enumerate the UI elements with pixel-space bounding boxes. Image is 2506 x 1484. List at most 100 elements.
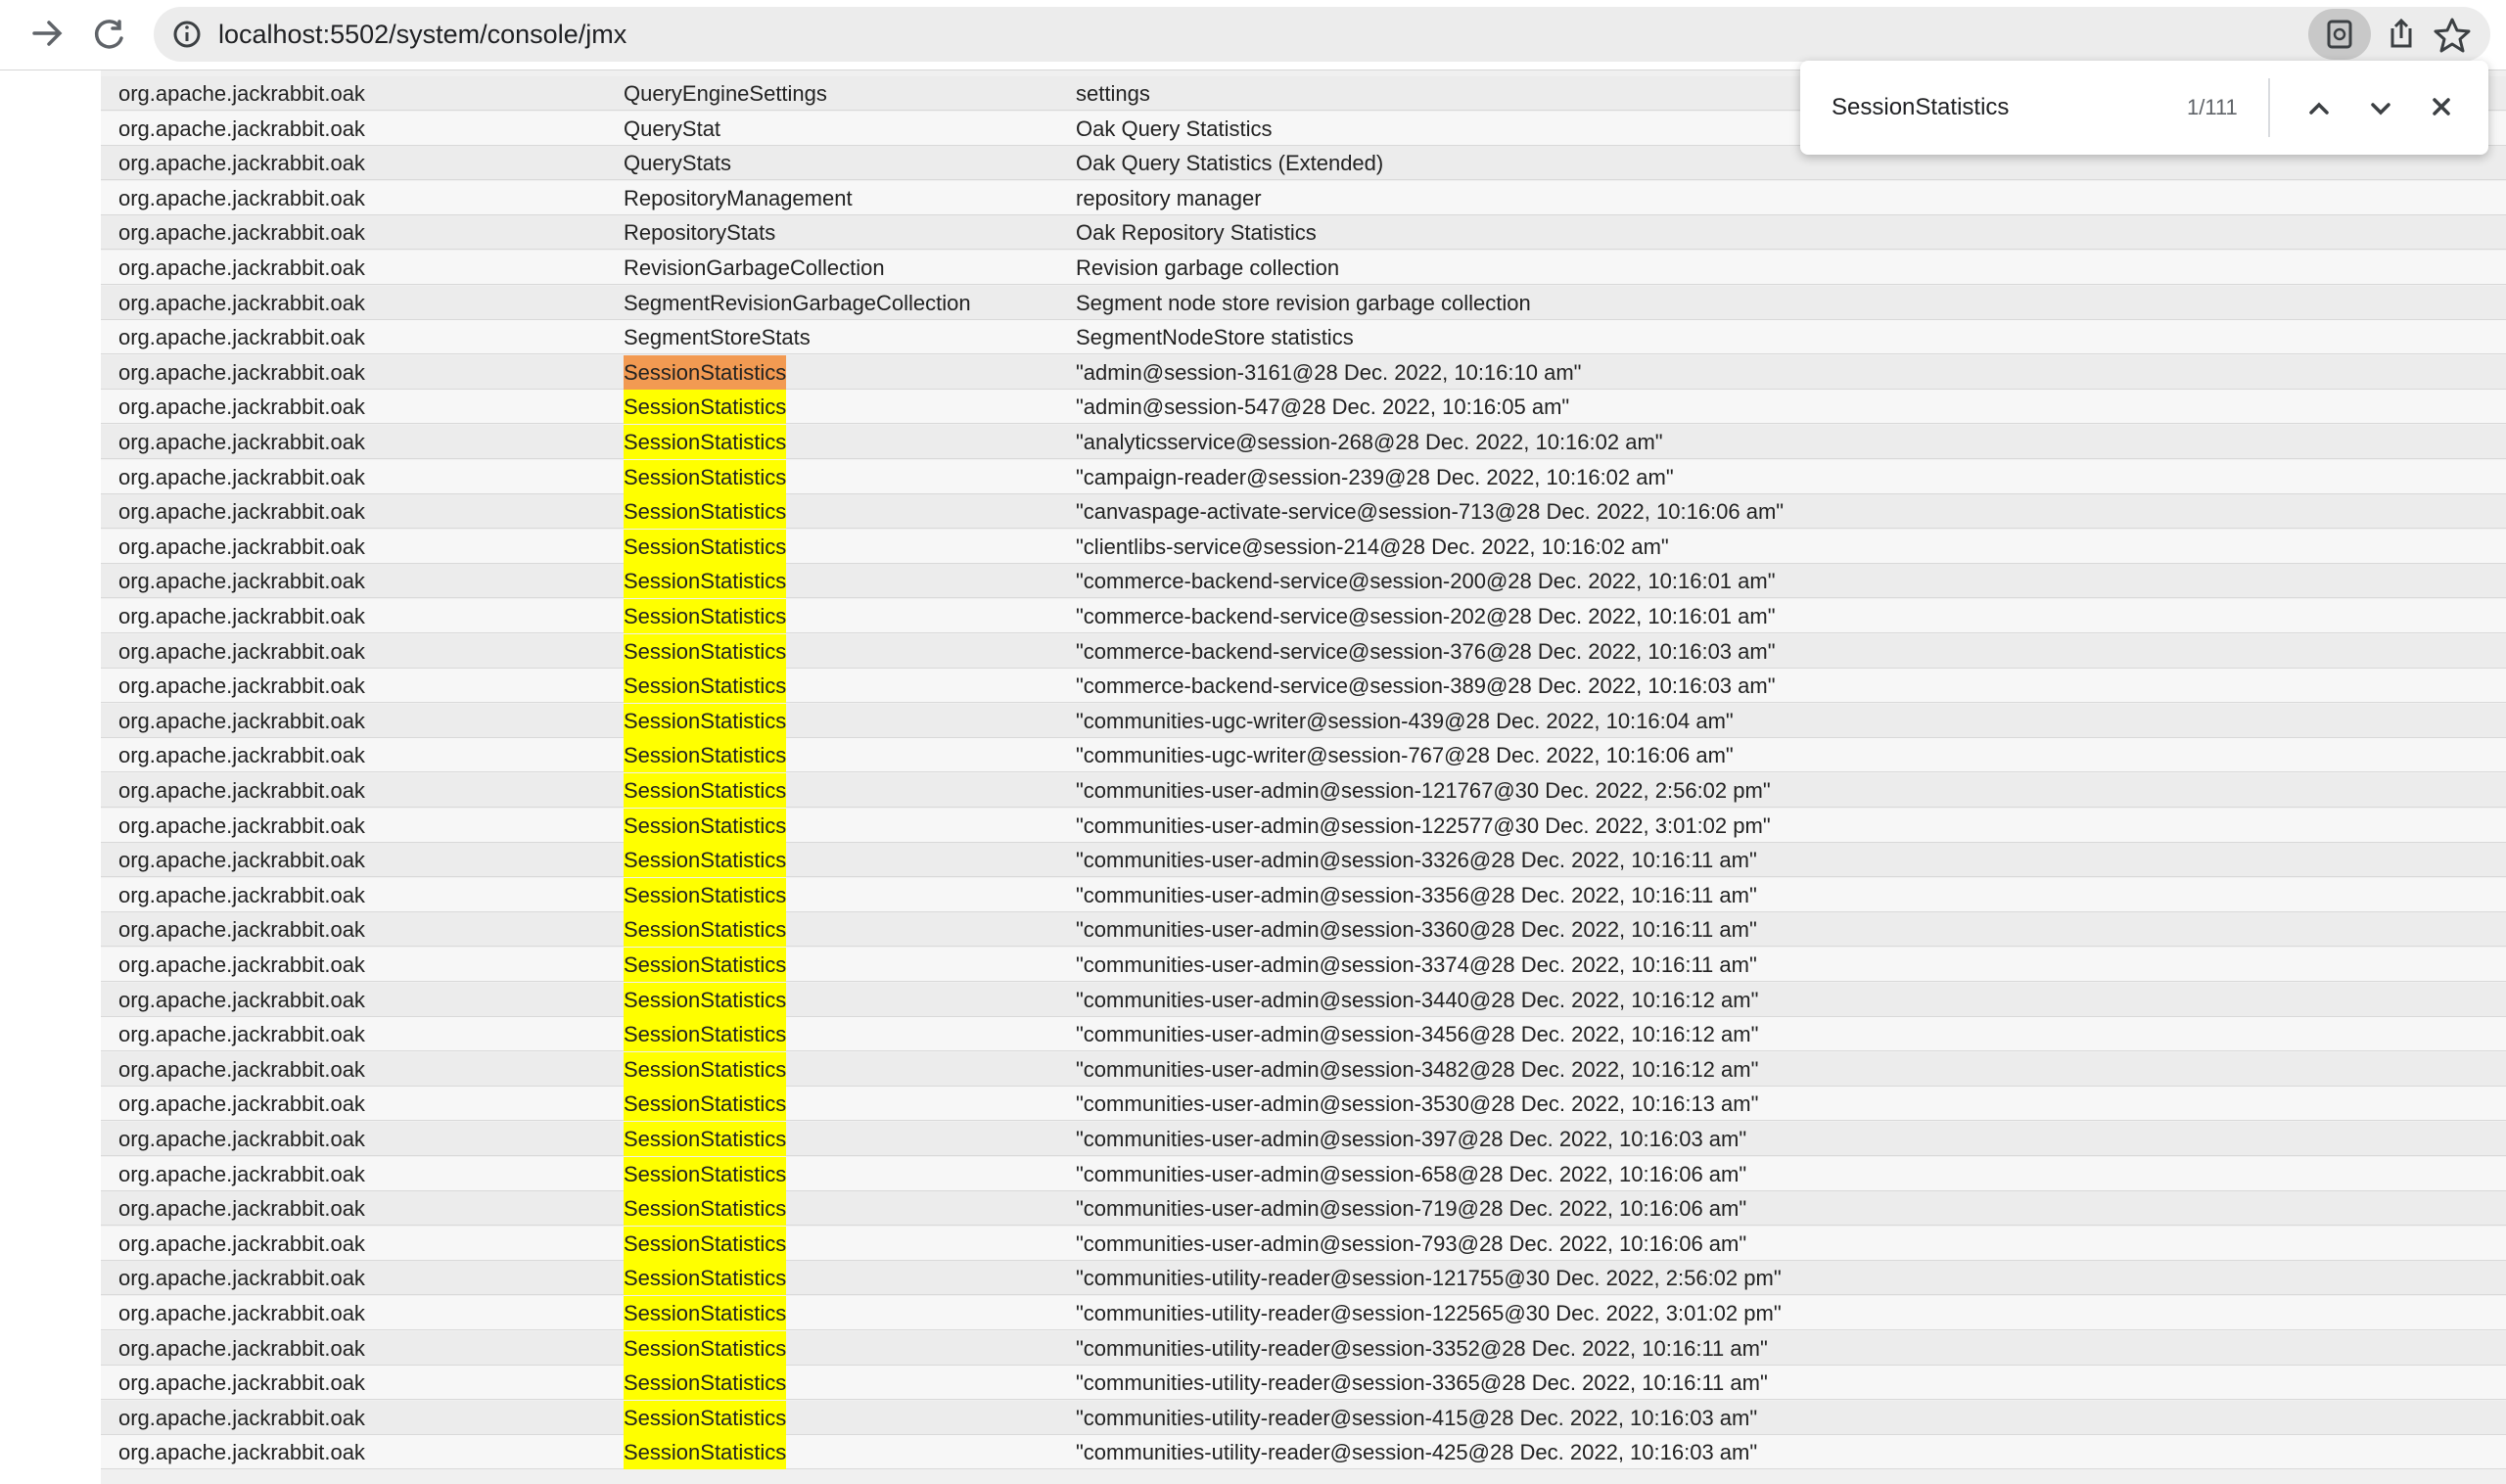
table-row[interactable]: org.apache.jackrabbit.oak SessionStatisti… — [101, 1191, 2506, 1227]
find-count: 1/111 — [2187, 95, 2238, 119]
site-info-icon[interactable] — [171, 7, 210, 62]
find-icon[interactable] — [2327, 20, 2352, 49]
table-row[interactable]: org.apache.jackrabbit.oak SessionStatisti… — [101, 494, 2506, 530]
table-row[interactable]: org.apache.jackrabbit.oak SessionStatisti… — [101, 773, 2506, 808]
name-cell: "communities-user-admin@session-3530@28 … — [1076, 1091, 1759, 1117]
find-controls — [2268, 78, 2450, 137]
table-row[interactable]: org.apache.jackrabbit.oak SessionStatisti… — [101, 1400, 2506, 1435]
domain-cell: org.apache.jackrabbit.oak — [118, 708, 365, 733]
domain-cell: org.apache.jackrabbit.oak — [118, 987, 365, 1012]
domain-cell: org.apache.jackrabbit.oak — [118, 848, 365, 873]
table-row[interactable]: org.apache.jackrabbit.oak SessionStatisti… — [101, 1226, 2506, 1261]
table-row[interactable]: org.apache.jackrabbit.oak SessionStatisti… — [101, 1261, 2506, 1296]
table-row[interactable]: org.apache.jackrabbit.oak SessionStatisti… — [101, 354, 2506, 390]
forward-button[interactable] — [32, 21, 63, 46]
address-bar[interactable]: localhost:5502/system/console/jmx — [154, 7, 2490, 62]
table-row[interactable]: org.apache.jackrabbit.oak SessionStatisti… — [101, 1296, 2506, 1330]
name-cell: Segment node store revision garbage coll… — [1076, 290, 1531, 315]
name-cell: Revision garbage collection — [1076, 255, 1340, 280]
table-row[interactable]: org.apache.jackrabbit.oak SessionStatisti… — [101, 1087, 2506, 1122]
type-cell: SessionStatistics — [624, 633, 787, 669]
table-row[interactable]: org.apache.jackrabbit.oak RevisionGarbage… — [101, 251, 2506, 285]
table-row[interactable]: org.apache.jackrabbit.oak SessionStatisti… — [101, 1435, 2506, 1470]
table-row[interactable]: org.apache.jackrabbit.oak SessionStatisti… — [101, 703, 2506, 738]
find-query[interactable]: SessionStatistics — [1832, 94, 2010, 120]
name-cell: "communities-utility-reader@session-1225… — [1076, 1301, 1782, 1325]
domain-cell: org.apache.jackrabbit.oak — [118, 255, 365, 280]
table-row[interactable]: org.apache.jackrabbit.oak SessionStatisti… — [101, 1017, 2506, 1052]
type-cell: SessionStatistics — [624, 1191, 787, 1227]
table-row[interactable]: org.apache.jackrabbit.oak SessionStatisti… — [101, 1051, 2506, 1087]
name-cell: "communities-utility-reader@session-3365… — [1076, 1370, 1768, 1396]
table-row[interactable]: org.apache.jackrabbit.oak SessionStatisti… — [101, 669, 2506, 704]
table-row[interactable]: org.apache.jackrabbit.oak RepositoryStats… — [101, 215, 2506, 251]
domain-cell: org.apache.jackrabbit.oak — [118, 604, 365, 628]
domain-cell: org.apache.jackrabbit.oak — [118, 1196, 365, 1222]
domain-cell: org.apache.jackrabbit.oak — [118, 1091, 365, 1117]
type-cell: SessionStatistics — [624, 843, 787, 878]
table-row[interactable]: org.apache.jackrabbit.oak SessionStatisti… — [101, 425, 2506, 459]
table-row[interactable]: org.apache.jackrabbit.oak SessionStatisti… — [101, 843, 2506, 878]
name-cell: "campaign-reader@session-239@28 Dec. 202… — [1076, 464, 1674, 489]
domain-cell: org.apache.jackrabbit.oak — [118, 185, 365, 210]
type-cell: SessionStatistics — [624, 773, 787, 808]
table-row[interactable]: org.apache.jackrabbit.oak SessionStatisti… — [101, 982, 2506, 1017]
name-cell: "commerce-backend-service@session-202@28… — [1076, 604, 1776, 628]
table-row[interactable]: org.apache.jackrabbit.oak SessionStatisti… — [101, 738, 2506, 773]
table-row[interactable]: org.apache.jackrabbit.oak SessionStatisti… — [101, 912, 2506, 948]
domain-cell: org.apache.jackrabbit.oak — [118, 290, 365, 315]
find-icon-bg — [2308, 9, 2371, 60]
type-cell: SessionStatistics — [624, 390, 787, 425]
type-cell: SessionStatistics — [624, 494, 787, 530]
table-row[interactable]: org.apache.jackrabbit.oak SegmentRevision… — [101, 285, 2506, 320]
table-row[interactable]: org.apache.jackrabbit.oak SessionStatisti… — [101, 1366, 2506, 1401]
name-cell: "communities-user-admin@session-3326@28 … — [1076, 848, 1757, 873]
share-icon[interactable] — [2390, 18, 2412, 48]
name-cell: "communities-user-admin@session-658@28 D… — [1076, 1161, 1747, 1186]
type-cell: RepositoryStats — [624, 220, 776, 246]
domain-cell: org.apache.jackrabbit.oak — [118, 812, 365, 838]
reload-button[interactable] — [94, 20, 123, 49]
name-cell: "communities-user-admin@session-121767@3… — [1076, 778, 1771, 803]
find-bar: SessionStatistics 1/111 — [1800, 61, 2488, 155]
table-row[interactable]: org.apache.jackrabbit.oak SessionStatisti… — [101, 877, 2506, 912]
table-row[interactable]: org.apache.jackrabbit.oak SessionStatisti… — [101, 948, 2506, 982]
table-row[interactable]: org.apache.jackrabbit.oak RepositoryManag… — [101, 180, 2506, 215]
table-row[interactable]: org.apache.jackrabbit.oak SessionStatisti… — [101, 1122, 2506, 1156]
name-cell: "communities-ugc-writer@session-767@28 D… — [1076, 743, 1734, 768]
close-find[interactable] — [2433, 98, 2450, 116]
nav-icons — [32, 20, 123, 49]
table-row[interactable]: org.apache.jackrabbit.oak SessionStatisti… — [101, 459, 2506, 494]
table-row[interactable]: org.apache.jackrabbit.oak SegmentStoreSta… — [101, 320, 2506, 355]
bookmark-icon[interactable] — [2434, 18, 2471, 53]
name-cell: settings — [1076, 81, 1150, 106]
table-row[interactable]: org.apache.jackrabbit.oak SessionStatisti… — [101, 808, 2506, 843]
type-cell: SessionStatistics — [624, 1330, 787, 1366]
name-cell: "communities-user-admin@session-3456@28 … — [1076, 1022, 1759, 1047]
next-match[interactable] — [2371, 103, 2390, 116]
name-cell: "communities-user-admin@session-793@28 D… — [1076, 1230, 1747, 1256]
previous-match[interactable] — [2309, 102, 2329, 115]
table-row[interactable]: org.apache.jackrabbit.oak SessionStatisti… — [101, 529, 2506, 564]
domain-cell: org.apache.jackrabbit.oak — [118, 151, 365, 176]
table-row[interactable]: org.apache.jackrabbit.oak SessionStatisti… — [101, 1330, 2506, 1366]
type-cell: SessionStatistics — [624, 459, 787, 494]
name-cell: "analyticsservice@session-268@28 Dec. 20… — [1076, 430, 1663, 454]
type-cell: SessionStatistics — [624, 738, 787, 773]
table-row[interactable]: org.apache.jackrabbit.oak SessionStatisti… — [101, 564, 2506, 599]
table-row[interactable]: org.apache.jackrabbit.oak SessionStatisti… — [101, 599, 2506, 633]
type-cell: SessionStatistics — [624, 1122, 787, 1156]
domain-cell: org.apache.jackrabbit.oak — [118, 1440, 365, 1465]
table-row[interactable]: org.apache.jackrabbit.oak SessionStatisti… — [101, 1156, 2506, 1191]
table-row[interactable]: org.apache.jackrabbit.oak SessionStatisti… — [101, 390, 2506, 425]
type-cell: SessionStatistics — [624, 599, 787, 633]
name-cell: "commerce-backend-service@session-200@28… — [1076, 569, 1776, 594]
table-row[interactable]: org.apache.jackrabbit.oak SessionStatisti… — [101, 633, 2506, 669]
name-cell: "admin@session-547@28 Dec. 2022, 10:16:0… — [1076, 394, 1570, 420]
domain-cell: org.apache.jackrabbit.oak — [118, 743, 365, 768]
domain-cell: org.apache.jackrabbit.oak — [118, 464, 365, 489]
name-cell: Oak Query Statistics (Extended) — [1076, 151, 1384, 176]
type-cell: SessionStatistics — [624, 1435, 787, 1470]
name-cell: "communities-utility-reader@session-415@… — [1076, 1405, 1758, 1430]
domain-cell: org.apache.jackrabbit.oak — [118, 1335, 365, 1361]
